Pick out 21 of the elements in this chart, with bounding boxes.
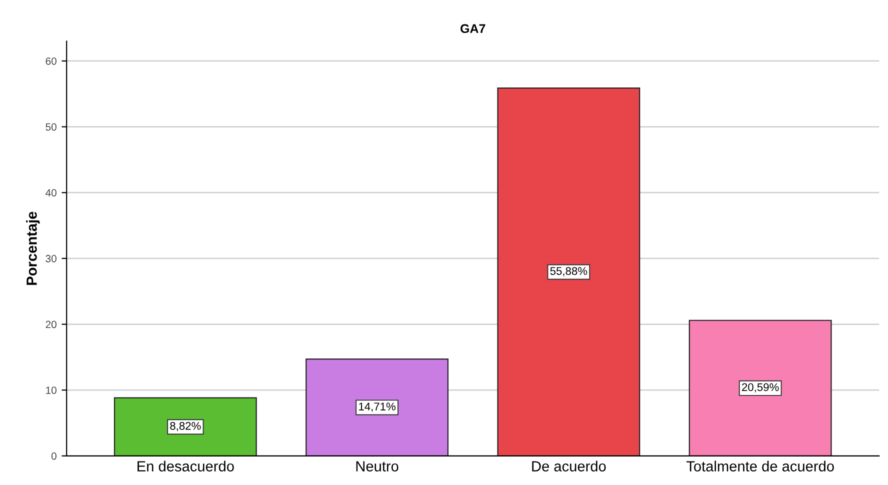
x-tick-label: Neutro	[356, 461, 398, 472]
y-tick-label: 30	[46, 254, 56, 262]
y-tick-label: 40	[46, 189, 56, 196]
data-label: 14,71%	[359, 402, 396, 412]
y-tick-label: 50	[46, 123, 56, 131]
y-tick-label: 0	[51, 452, 56, 460]
chart-title: GA7	[460, 24, 486, 34]
y-tick-label: 60	[46, 57, 56, 65]
bar	[497, 88, 640, 456]
y-tick-label: 20	[46, 320, 56, 328]
bar	[688, 320, 832, 456]
data-label: 55,88%	[550, 267, 588, 276]
x-tick-label: Totalmente de acuerdo	[686, 460, 834, 472]
x-tick-label: En desacuerdo	[138, 460, 234, 472]
bar	[114, 397, 257, 456]
x-tick-label: De acuerdo	[532, 460, 606, 472]
data-label: 8,82%	[170, 422, 201, 432]
y-axis-title: Porcentaje	[26, 212, 40, 285]
y-tick-label: 10	[46, 386, 56, 394]
bar	[306, 358, 449, 456]
data-label: 20,59%	[742, 383, 779, 392]
